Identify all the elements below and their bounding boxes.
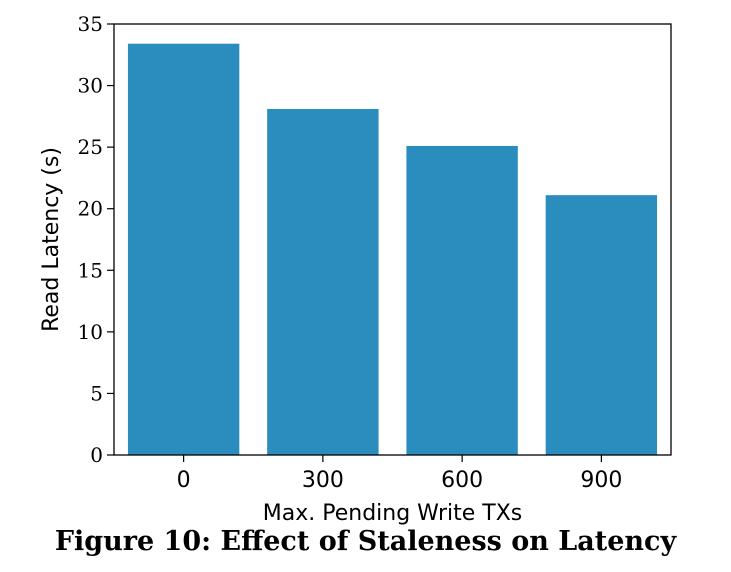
y-tick-label: 25 — [78, 135, 103, 159]
x-tick-label: 600 — [441, 468, 483, 493]
x-axis-ticks: 0 300 600 900 — [177, 455, 622, 493]
x-tick-label: 900 — [580, 468, 622, 493]
plot-frame — [113, 23, 672, 456]
y-axis-label: Read Latency (s) — [39, 147, 64, 332]
y-tick-label: 0 — [90, 443, 103, 467]
y-tick-label: 5 — [90, 381, 103, 405]
x-tick-label: 300 — [302, 468, 344, 493]
y-axis-ticks: 0 5 10 15 20 25 30 35 — [78, 12, 114, 467]
y-tick-label: 35 — [78, 12, 103, 36]
figure-caption: Figure 10: Effect of Staleness on Latenc… — [54, 526, 677, 557]
bar-0 — [127, 43, 240, 456]
y-tick-label: 15 — [78, 258, 103, 282]
x-axis-label: Max. Pending Write TXs — [263, 501, 522, 525]
bar-300 — [267, 108, 379, 456]
y-tick-label: 20 — [78, 197, 103, 221]
x-tick-label: 0 — [177, 468, 191, 493]
y-tick-label: 30 — [78, 74, 103, 98]
bars — [127, 43, 658, 456]
y-tick-label: 10 — [78, 320, 103, 344]
bar-chart: 0 5 10 15 20 25 30 35 0 300 600 900 Read Latency (… — [39, 12, 672, 525]
bar-600 — [406, 145, 518, 455]
bar-900 — [545, 195, 658, 455]
